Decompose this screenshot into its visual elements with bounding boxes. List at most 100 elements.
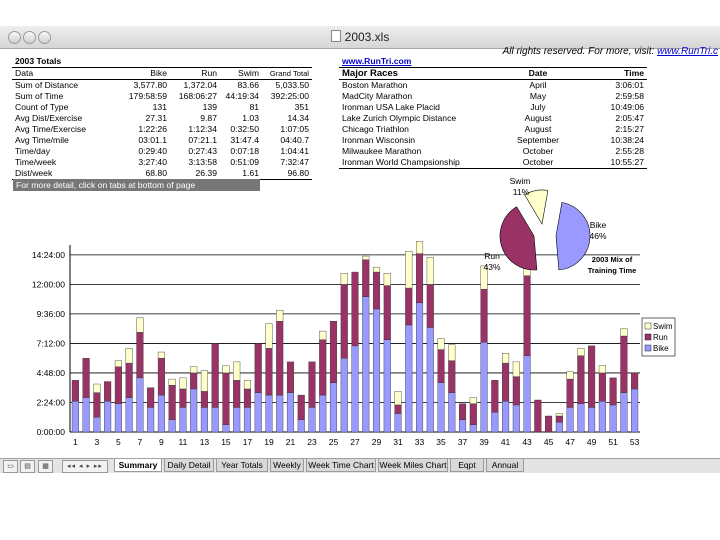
- bar-run-week-6: [125, 362, 133, 398]
- race-date: October: [495, 157, 581, 169]
- minimize-window-button[interactable]: [23, 31, 36, 44]
- totals-row-label: Avg Dist/Exercise: [15, 113, 83, 123]
- totals-cell: 0:27:43: [188, 146, 217, 156]
- bar-bike-week-49: [588, 407, 596, 433]
- window-title-area: 2003.xls: [0, 30, 720, 44]
- y-tick-label: 12:00:00: [32, 279, 65, 289]
- y-tick-label: 7:12:00: [37, 338, 66, 348]
- race-name: Lake Zurich Olympic Distance: [342, 113, 457, 123]
- pie-slice-bike: [555, 202, 591, 271]
- x-tick-label: 7: [138, 437, 143, 447]
- race-row: Milwaukee Marathon October 2:55:28: [339, 146, 647, 157]
- bar-run-week-34: [426, 284, 434, 328]
- race-row: Ironman USA Lake Placid July 10:49:06: [339, 102, 647, 113]
- races-header-row: Major Races Date Time: [339, 67, 647, 80]
- totals-cell: 179:58:59: [128, 91, 167, 101]
- bar-run-week-17: [243, 388, 251, 408]
- totals-cell: 96.80: [262, 168, 312, 180]
- zoom-window-button[interactable]: [38, 31, 51, 44]
- bar-run-week-33: [415, 253, 424, 304]
- pie-label-run: Run: [484, 251, 500, 261]
- bar-swim-week-6: [125, 348, 133, 364]
- bar-run-week-41: [502, 362, 510, 402]
- sheet-tab-annual[interactable]: Annual: [486, 459, 524, 472]
- bar-bike-week-3: [93, 417, 101, 433]
- bar-bike-week-37: [459, 419, 467, 433]
- pie-percent-bike: 46%: [589, 231, 606, 241]
- race-date: May: [529, 91, 547, 101]
- bar-run-week-13: [200, 391, 208, 408]
- bar-swim-week-3: [93, 383, 101, 393]
- bar-bike-week-39: [480, 341, 488, 433]
- sheet-tab-daily-detail[interactable]: Daily Detail: [164, 459, 214, 472]
- totals-cell: 27.31: [145, 113, 167, 123]
- bar-swim-week-42: [512, 361, 520, 377]
- bar-run-week-24: [319, 339, 327, 396]
- sheet-tab-summary[interactable]: Summary: [114, 459, 162, 472]
- bar-run-week-44: [534, 399, 542, 433]
- totals-row: Sum of Time 179:58:59 168:06:27 44:19:34 392…: [12, 91, 312, 102]
- bar-run-week-49: [588, 345, 596, 408]
- bar-bike-week-21: [286, 392, 295, 433]
- y-tick-label: 2:24:00: [37, 397, 66, 407]
- totals-cell: 1:07:05: [280, 124, 309, 134]
- race-date: April: [529, 80, 547, 90]
- race-row: Ironman Wisconsin September 10:38:24: [339, 135, 647, 146]
- race-name: Ironman USA Lake Placid: [342, 102, 440, 112]
- totals-cell: 0:07:18: [230, 146, 259, 156]
- totals-cell: 03:01.1: [138, 135, 167, 145]
- bar-run-week-51: [609, 377, 617, 406]
- bar-run-week-19: [265, 348, 273, 396]
- sheet-tab-weekly[interactable]: Weekly: [270, 459, 304, 472]
- x-tick-label: 1: [73, 437, 78, 447]
- bar-run-week-20: [276, 321, 284, 396]
- runtri-link-top[interactable]: www.RunTri.c: [657, 46, 718, 57]
- totals-cell: 9.87: [200, 113, 217, 123]
- bar-run-week-27: [351, 271, 359, 347]
- sheet-tab-week-time-chart[interactable]: Week Time Chart: [306, 459, 376, 472]
- bar-run-week-46: [555, 415, 563, 423]
- normal-view-button[interactable]: ▭: [3, 460, 18, 473]
- bar-bike-week-35: [437, 382, 445, 433]
- bar-run-week-5: [114, 366, 122, 404]
- sheet-nav-arrows[interactable]: ◂◂ ◂ ▸ ▸▸: [62, 460, 108, 473]
- bar-run-week-1: [71, 380, 79, 402]
- bar-run-week-3: [93, 392, 101, 418]
- page-layout-button[interactable]: ▤: [20, 460, 35, 473]
- x-tick-label: 17: [243, 437, 253, 447]
- bar-bike-week-7: [136, 377, 144, 433]
- totals-col-header: Run: [170, 67, 220, 80]
- x-tick-label: 21: [286, 437, 296, 447]
- page-break-button[interactable]: ▦: [38, 460, 53, 473]
- bar-bike-week-17: [243, 407, 251, 433]
- totals-cell: 3:13:58: [188, 157, 217, 167]
- bar-swim-week-20: [276, 310, 284, 322]
- bar-run-week-2: [82, 357, 90, 398]
- close-window-button[interactable]: [8, 31, 21, 44]
- title-bar: [0, 26, 720, 49]
- totals-row-label: Sum of Distance: [15, 80, 79, 90]
- bar-bike-week-6: [125, 397, 133, 433]
- y-tick-label: 14:24:00: [32, 250, 65, 260]
- totals-cell: 3:27:40: [138, 157, 167, 167]
- bar-run-week-11: [179, 388, 187, 408]
- totals-row: Time/day 0:29:40 0:27:43 0:07:18 1:04:41: [12, 146, 312, 157]
- bar-swim-week-35: [437, 338, 445, 350]
- x-tick-label: 41: [501, 437, 511, 447]
- bar-swim-week-36: [448, 344, 456, 361]
- bar-swim-week-5: [114, 360, 122, 367]
- bar-run-week-4: [104, 381, 112, 402]
- sheet-tab-year-totals[interactable]: Year Totals: [216, 459, 268, 472]
- bar-bike-week-48: [577, 403, 585, 433]
- bar-run-week-14: [211, 343, 219, 408]
- totals-row-label: Avg Time/mile: [15, 135, 69, 145]
- bar-run-week-32: [405, 287, 413, 326]
- totals-cell: 0:32:50: [230, 124, 259, 134]
- bar-bike-week-9: [157, 394, 165, 433]
- totals-row: Count of Type 131 139 81 351: [12, 102, 312, 113]
- bar-bike-week-10: [168, 419, 176, 433]
- totals-cell: 07:21.1: [188, 135, 217, 145]
- sheet-tab-eqpt[interactable]: Eqpt: [450, 459, 484, 472]
- sheet-tab-week-miles-chart[interactable]: Week Miles Chart: [378, 459, 448, 472]
- runtri-link[interactable]: www.RunTri.com: [342, 56, 412, 66]
